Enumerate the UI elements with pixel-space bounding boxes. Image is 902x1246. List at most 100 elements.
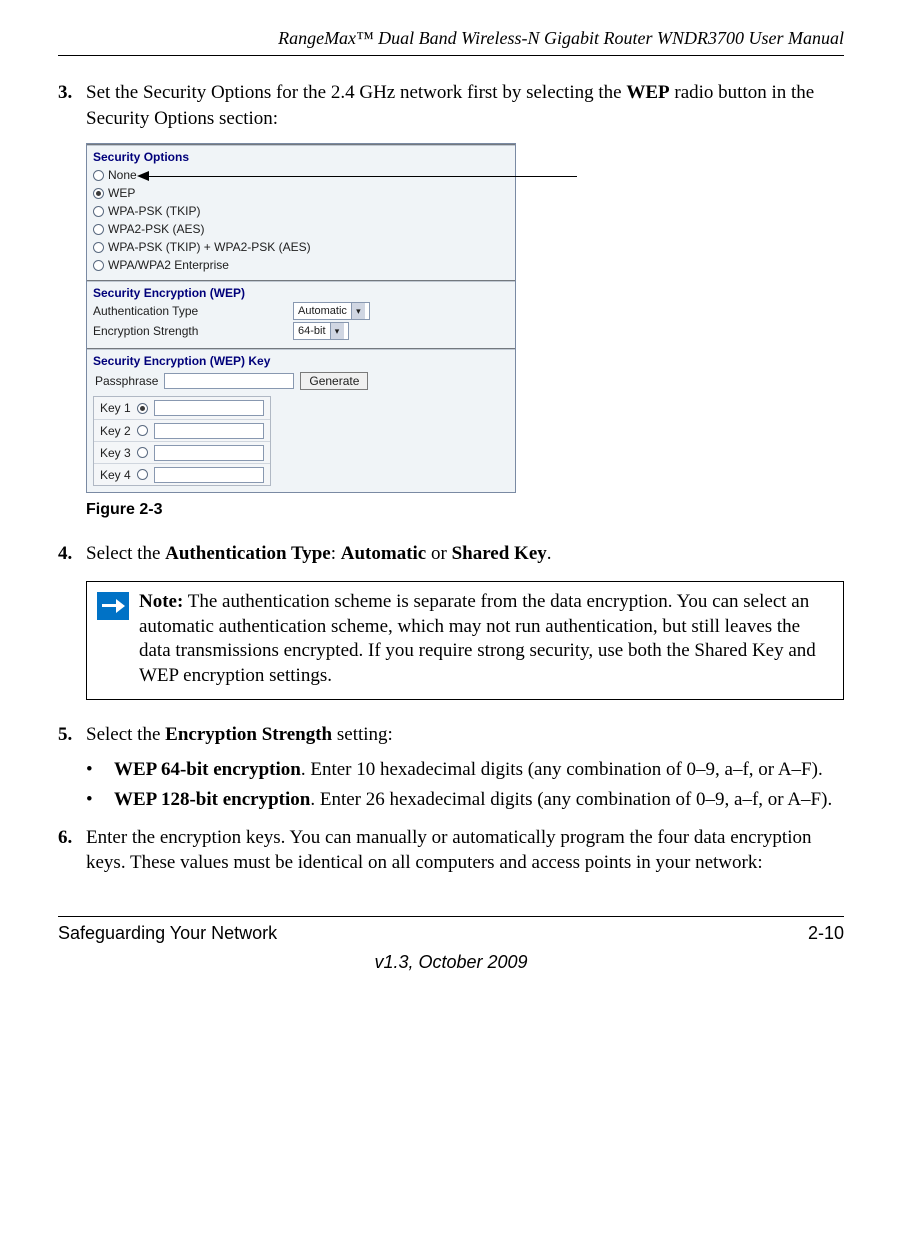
radio-icon[interactable] bbox=[137, 447, 148, 458]
radio-icon[interactable] bbox=[93, 206, 104, 217]
footer-center: v1.3, October 2009 bbox=[58, 952, 844, 973]
radio-icon[interactable] bbox=[93, 260, 104, 271]
radio-icon[interactable] bbox=[93, 170, 104, 181]
bullet-mark: • bbox=[86, 787, 114, 813]
generate-button[interactable]: Generate bbox=[300, 372, 368, 390]
key-input[interactable] bbox=[154, 445, 264, 461]
key-input[interactable] bbox=[154, 467, 264, 483]
key-row-1: Key 1 bbox=[94, 397, 270, 419]
callout-arrow-line bbox=[147, 176, 577, 177]
option-wpa-psk-tkip[interactable]: WPA-PSK (TKIP) bbox=[93, 202, 509, 220]
select-value: Automatic bbox=[298, 305, 347, 317]
bullet-wep128: • WEP 128-bit encryption. Enter 26 hexad… bbox=[86, 787, 844, 813]
encryption-strength-label: Encryption Strength bbox=[93, 324, 293, 338]
step-6: 6. Enter the encryption keys. You can ma… bbox=[58, 825, 844, 876]
option-label: None bbox=[108, 168, 137, 182]
option-none[interactable]: None bbox=[93, 166, 509, 184]
group-title: Security Encryption (WEP) bbox=[93, 286, 509, 300]
security-encryption-wep-key-group: Security Encryption (WEP) Key Passphrase… bbox=[87, 348, 515, 492]
text: Set the Security Options for the 2.4 GHz… bbox=[86, 82, 626, 103]
bold: WEP 64-bit encryption bbox=[114, 759, 301, 780]
encryption-strength-select[interactable]: 64-bit▾ bbox=[293, 322, 349, 340]
text: Select the bbox=[86, 724, 165, 745]
bullet-mark: • bbox=[86, 757, 114, 783]
bold: WEP bbox=[626, 82, 669, 103]
auth-type-row: Authentication Type Automatic ▾ bbox=[93, 302, 509, 320]
security-options-screenshot: Security Options None WEP WPA-PSK (TKIP)… bbox=[86, 143, 516, 493]
option-wep[interactable]: WEP bbox=[93, 184, 509, 202]
passphrase-input[interactable] bbox=[164, 373, 294, 389]
option-label: WPA2-PSK (AES) bbox=[108, 222, 204, 236]
arrow-note-icon bbox=[97, 592, 129, 620]
footer-left: Safeguarding Your Network bbox=[58, 923, 277, 944]
callout-arrow-head-icon bbox=[137, 171, 149, 181]
bullet-body: WEP 128-bit encryption. Enter 26 hexadec… bbox=[114, 787, 844, 813]
auth-type-label: Authentication Type bbox=[93, 304, 293, 318]
group-title: Security Encryption (WEP) Key bbox=[93, 354, 509, 368]
bold: Automatic bbox=[341, 543, 426, 564]
step-body: Select the Encryption Strength setting: bbox=[86, 722, 844, 748]
bold: WEP 128-bit encryption bbox=[114, 789, 310, 810]
text: . Enter 26 hexadecimal digits (any combi… bbox=[310, 789, 832, 810]
step-4: 4. Select the Authentication Type: Autom… bbox=[58, 541, 844, 567]
radio-icon[interactable] bbox=[137, 469, 148, 480]
footer-right: 2-10 bbox=[808, 923, 844, 944]
option-wpa2-psk-aes[interactable]: WPA2-PSK (AES) bbox=[93, 220, 509, 238]
key-label: Key 3 bbox=[100, 446, 131, 460]
note-body: The authentication scheme is separate fr… bbox=[139, 591, 816, 686]
chevron-down-icon: ▾ bbox=[351, 303, 365, 319]
step-number: 4. bbox=[58, 541, 86, 567]
bold: Shared Key bbox=[452, 543, 547, 564]
running-header: RangeMax™ Dual Band Wireless-N Gigabit R… bbox=[58, 28, 844, 49]
note-icon-cell bbox=[87, 582, 139, 699]
option-label: WPA-PSK (TKIP) + WPA2-PSK (AES) bbox=[108, 240, 311, 254]
key-input[interactable] bbox=[154, 400, 264, 416]
text: setting: bbox=[332, 724, 393, 745]
key-label: Key 4 bbox=[100, 468, 131, 482]
auth-type-select[interactable]: Automatic ▾ bbox=[293, 302, 370, 320]
group-title: Security Options bbox=[93, 150, 509, 164]
key-input[interactable] bbox=[154, 423, 264, 439]
bold: Authentication Type bbox=[165, 543, 331, 564]
radio-icon[interactable] bbox=[93, 242, 104, 253]
wep-key-table: Key 1 Key 2 Key 3 Key 4 bbox=[93, 396, 271, 486]
option-wpa-enterprise[interactable]: WPA/WPA2 Enterprise bbox=[93, 256, 509, 274]
step-5: 5. Select the Encryption Strength settin… bbox=[58, 722, 844, 748]
option-label: WEP bbox=[108, 186, 135, 200]
note-text: Note: The authentication scheme is separ… bbox=[139, 582, 843, 699]
security-encryption-wep-group: Security Encryption (WEP) Authentication… bbox=[87, 280, 515, 348]
radio-icon[interactable] bbox=[137, 403, 148, 414]
text: . Enter 10 hexadecimal digits (any combi… bbox=[301, 759, 823, 780]
radio-icon[interactable] bbox=[137, 425, 148, 436]
step-3: 3. Set the Security Options for the 2.4 … bbox=[58, 80, 844, 131]
key-row-2: Key 2 bbox=[94, 419, 270, 441]
step-body: Set the Security Options for the 2.4 GHz… bbox=[86, 80, 844, 131]
bullet-wep64: • WEP 64-bit encryption. Enter 10 hexade… bbox=[86, 757, 844, 783]
step-body: Enter the encryption keys. You can manua… bbox=[86, 825, 844, 876]
option-label: WPA/WPA2 Enterprise bbox=[108, 258, 229, 272]
text: or bbox=[426, 543, 451, 564]
text: . bbox=[547, 543, 552, 564]
key-row-4: Key 4 bbox=[94, 463, 270, 485]
note-box: Note: The authentication scheme is separ… bbox=[86, 581, 844, 700]
footer-rule bbox=[58, 916, 844, 917]
header-rule bbox=[58, 55, 844, 56]
radio-icon[interactable] bbox=[93, 224, 104, 235]
radio-icon[interactable] bbox=[93, 188, 104, 199]
encryption-strength-row: Encryption Strength 64-bit▾ bbox=[93, 322, 509, 340]
figure-caption: Figure 2-3 bbox=[86, 501, 844, 519]
bold: Encryption Strength bbox=[165, 724, 332, 745]
text: : bbox=[331, 543, 341, 564]
key-label: Key 1 bbox=[100, 401, 131, 415]
option-wpa-mixed[interactable]: WPA-PSK (TKIP) + WPA2-PSK (AES) bbox=[93, 238, 509, 256]
footer-row: Safeguarding Your Network 2-10 bbox=[58, 923, 844, 944]
option-label: WPA-PSK (TKIP) bbox=[108, 204, 200, 218]
step-number: 5. bbox=[58, 722, 86, 748]
step-body: Select the Authentication Type: Automati… bbox=[86, 541, 844, 567]
key-row-3: Key 3 bbox=[94, 441, 270, 463]
key-label: Key 2 bbox=[100, 424, 131, 438]
select-value: 64-bit bbox=[298, 325, 326, 337]
step-number: 3. bbox=[58, 80, 86, 131]
security-options-group: Security Options None WEP WPA-PSK (TKIP)… bbox=[87, 144, 515, 280]
passphrase-label: Passphrase bbox=[95, 374, 158, 388]
